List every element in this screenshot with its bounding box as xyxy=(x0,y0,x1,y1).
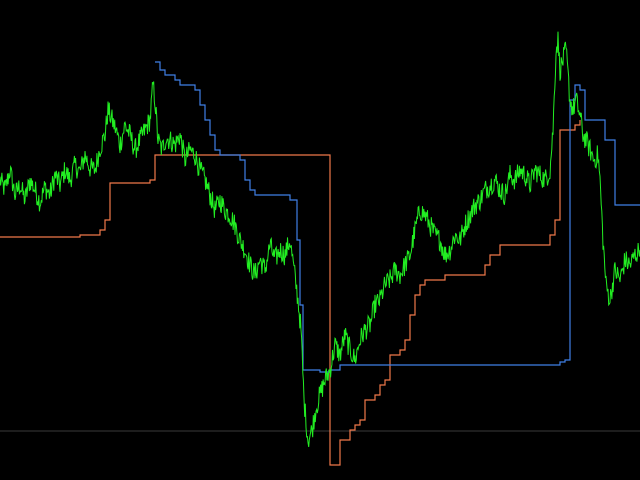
series-price xyxy=(0,31,640,447)
series-upper-band xyxy=(155,61,640,373)
series-layer xyxy=(0,31,640,466)
series-lower-band xyxy=(0,120,581,466)
